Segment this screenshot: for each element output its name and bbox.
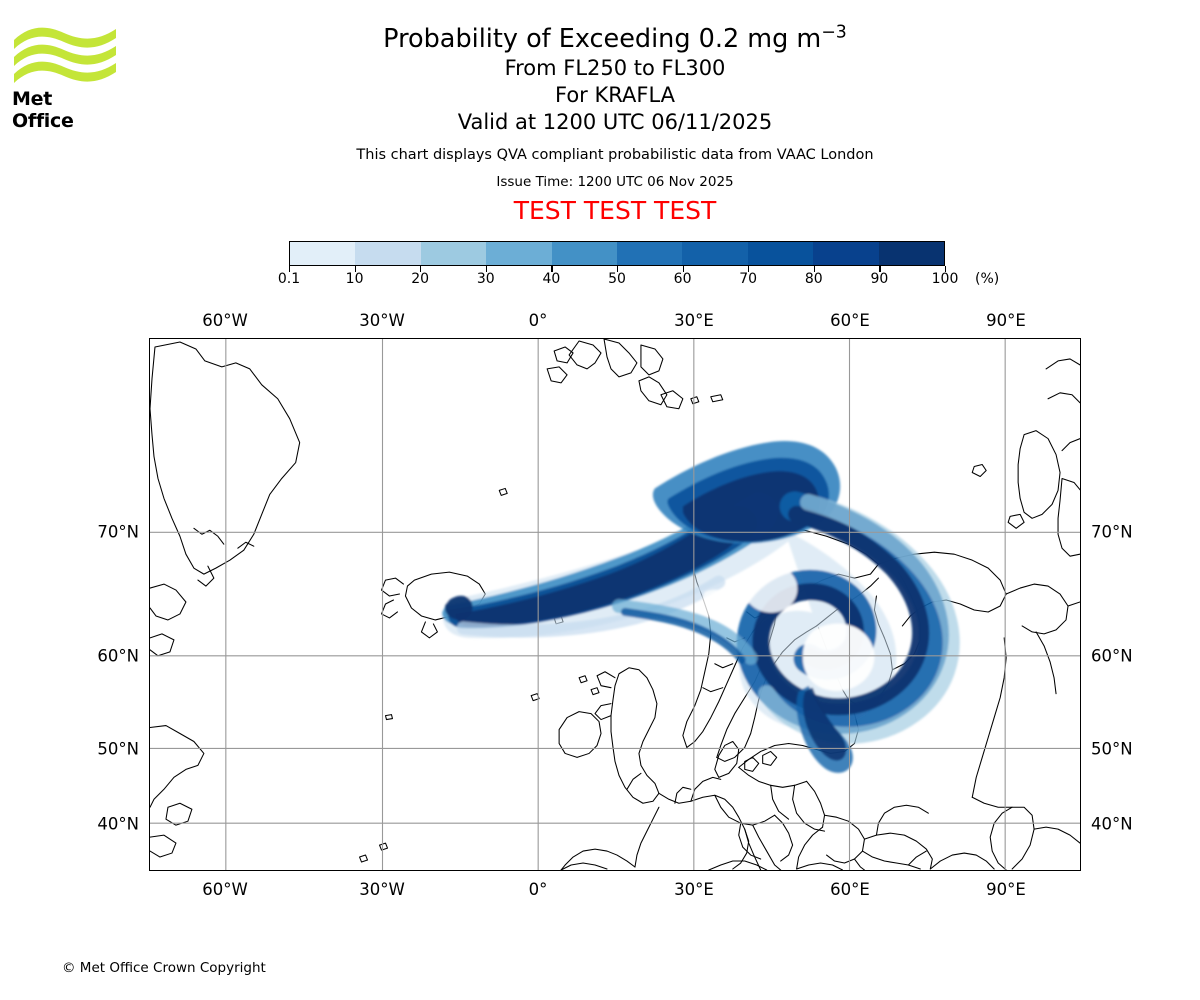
colorbar-tick-9	[879, 266, 881, 272]
lon-label-top-30°E: 30°E	[674, 311, 714, 330]
map-container	[149, 338, 1081, 871]
lat-label-right-60°N: 60°N	[1091, 646, 1133, 666]
lon-label-bottom-60°E: 60°E	[830, 880, 870, 899]
colorbar-label-30: 30	[476, 271, 495, 287]
colorbar-label-60: 60	[673, 271, 692, 287]
lat-label-left-60°N: 60°N	[97, 646, 139, 666]
colorbar-label-10: 10	[345, 271, 364, 287]
lon-label-bottom-30°W: 30°W	[359, 880, 405, 899]
lon-label-bottom-0°: 0°	[528, 880, 548, 899]
colorbar-label-90: 90	[870, 271, 889, 287]
colorbar-tick-4	[551, 266, 553, 272]
lat-label-left-70°N: 70°N	[97, 522, 139, 542]
title-text: Probability of Exceeding 0.2 mg m	[383, 24, 822, 54]
colorbar-band-4	[551, 242, 618, 265]
colorbar-gradient	[289, 241, 945, 266]
lon-label-bottom-60°W: 60°W	[202, 880, 248, 899]
colorbar-tick-labels: 0.1 10 20 30 40 50 60 70 80 90 100	[0, 271, 1200, 291]
colorbar-units: (%)	[975, 271, 1000, 287]
colorbar-tick-0	[289, 266, 291, 272]
lat-label-left-40°N: 40°N	[97, 814, 139, 834]
met-office-logo: Met Office	[12, 24, 118, 132]
map-frame	[149, 338, 1081, 871]
colorbar-tick-2	[420, 266, 422, 272]
lon-label-bottom-30°E: 30°E	[674, 880, 714, 899]
flight-level-range: From FL250 to FL300	[504, 56, 726, 80]
chart-title-block: Probability of Exceeding 0.2 mg m−3 From…	[150, 24, 1080, 226]
colorbar-label-0.1: 0.1	[277, 271, 301, 287]
colorbar-band-7	[747, 242, 814, 265]
map-canvas	[150, 339, 1080, 870]
met-office-wave-icon	[14, 27, 116, 83]
colorbar-label-40: 40	[542, 271, 561, 287]
colorbar: 0.1 10 20 30 40 50 60 70 80 90 100 (%)	[0, 241, 1200, 291]
colorbar-tick-6	[682, 266, 684, 272]
lon-label-top-30°W: 30°W	[359, 311, 405, 330]
lon-label-top-60°W: 60°W	[202, 311, 248, 330]
title-exponent: −3	[821, 22, 847, 43]
colorbar-band-2	[420, 242, 487, 265]
colorbar-label-70: 70	[739, 271, 758, 287]
lon-label-bottom-90°E: 90°E	[986, 880, 1026, 899]
map-gridlines	[150, 339, 1080, 870]
issue-time: Issue Time: 1200 UTC 06 Nov 2025	[496, 174, 734, 190]
colorbar-label-100: 100	[931, 271, 959, 287]
lon-label-top-60°E: 60°E	[830, 311, 870, 330]
lon-label-top-0°: 0°	[528, 311, 548, 330]
colorbar-band-3	[486, 242, 552, 265]
colorbar-band-9	[878, 242, 945, 265]
colorbar-label-20: 20	[411, 271, 430, 287]
valid-time: Valid at 1200 UTC 06/11/2025	[457, 110, 773, 134]
volcano-name: For KRAFLA	[555, 83, 675, 107]
test-banner: TEST TEST TEST	[513, 196, 717, 225]
colorbar-band-5	[617, 242, 683, 265]
colorbar-band-8	[813, 242, 879, 265]
colorbar-tick-7	[748, 266, 750, 272]
colorbar-band-1	[355, 242, 421, 265]
colorbar-tick-8	[813, 266, 815, 272]
colorbar-ticks	[289, 266, 947, 273]
copyright-text: © Met Office Crown Copyright	[62, 960, 266, 976]
ash-plume-overlay	[442, 441, 960, 773]
colorbar-label-80: 80	[804, 271, 823, 287]
colorbar-tick-5	[617, 266, 619, 272]
colorbar-label-50: 50	[608, 271, 626, 287]
colorbar-tick-3	[485, 266, 487, 272]
lon-label-top-90°E: 90°E	[986, 311, 1026, 330]
colorbar-tick-10	[945, 266, 947, 272]
colorbar-band-0	[290, 242, 356, 265]
met-office-wordmark: Met Office	[12, 88, 74, 132]
page-title: Probability of Exceeding 0.2 mg m−3	[150, 24, 1080, 55]
lat-label-right-40°N: 40°N	[1091, 814, 1133, 834]
lat-label-left-50°N: 50°N	[97, 739, 139, 759]
lat-label-right-70°N: 70°N	[1091, 522, 1133, 542]
qva-note: This chart displays QVA compliant probab…	[356, 147, 874, 163]
lat-label-right-50°N: 50°N	[1091, 739, 1133, 759]
colorbar-tick-1	[354, 266, 356, 272]
colorbar-band-6	[682, 242, 748, 265]
